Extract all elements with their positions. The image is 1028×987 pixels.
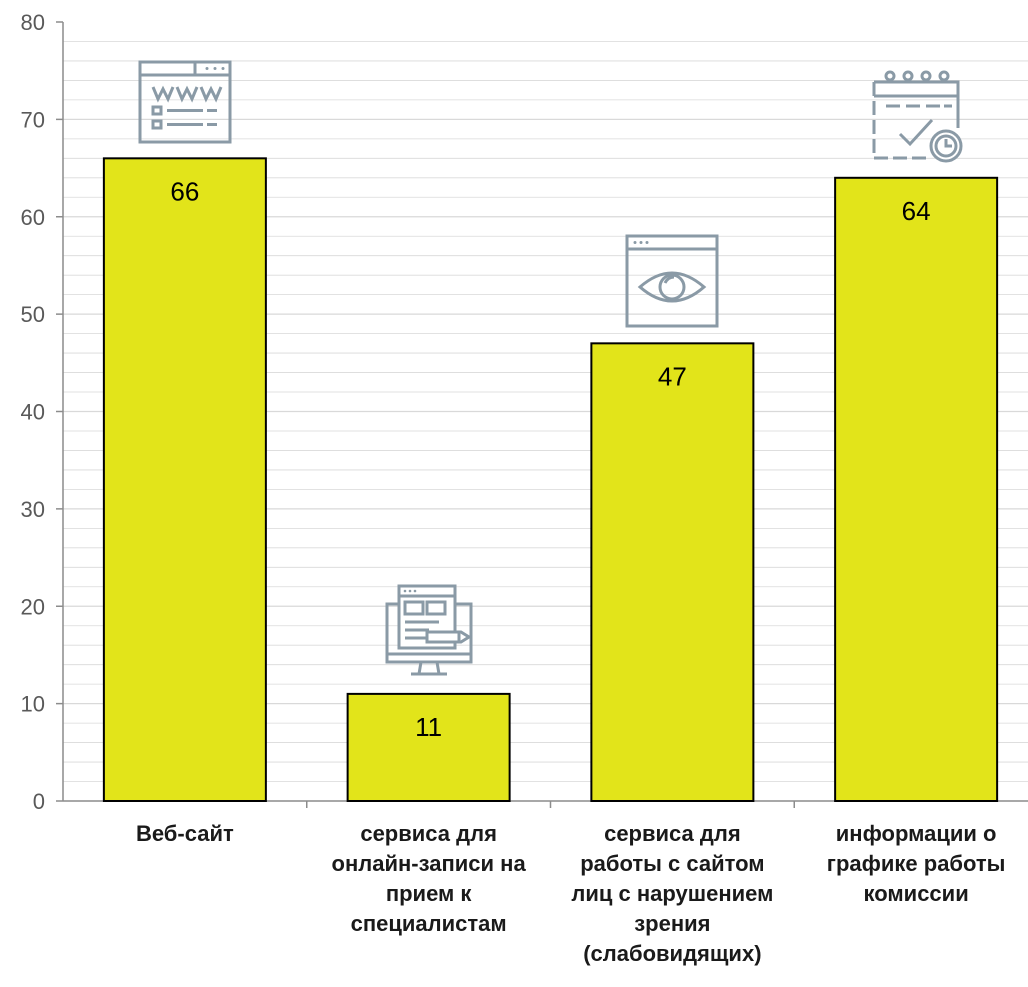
category-label-online-booking: сервиса для онлайн-записи на прием к спе… — [331, 821, 526, 936]
bar — [834, 176, 999, 803]
y-tick-label: 80 — [21, 10, 45, 35]
y-tick-label: 0 — [33, 789, 45, 814]
calendar-check-clock-icon — [866, 66, 966, 166]
y-tick-label: 60 — [21, 205, 45, 230]
website-www-icon — [135, 52, 235, 152]
y-tick-label: 20 — [21, 594, 45, 619]
y-tick-label: 30 — [21, 497, 45, 522]
y-tick-label: 50 — [21, 302, 45, 327]
online-booking-computer-icon — [379, 582, 479, 682]
bar — [346, 692, 511, 803]
category-label-schedule: информации о графике работы комиссии — [826, 821, 1006, 906]
data-labels: 66 11 47 64 — [170, 176, 930, 742]
y-tick-label: 40 — [21, 400, 45, 425]
category-label-accessibility: сервиса для работы с сайтом лиц с наруше… — [571, 821, 774, 966]
bars — [102, 157, 999, 803]
y-tick-label: 10 — [21, 692, 45, 717]
bar — [590, 342, 755, 802]
eye-browser-icon — [622, 231, 722, 331]
category-label-website: Веб-сайт — [135, 821, 234, 846]
data-label: 47 — [658, 361, 687, 391]
data-label: 66 — [170, 176, 199, 206]
data-label: 64 — [902, 196, 931, 226]
y-tick-label: 70 — [21, 107, 45, 132]
bar — [102, 157, 267, 802]
data-label: 11 — [415, 712, 442, 742]
